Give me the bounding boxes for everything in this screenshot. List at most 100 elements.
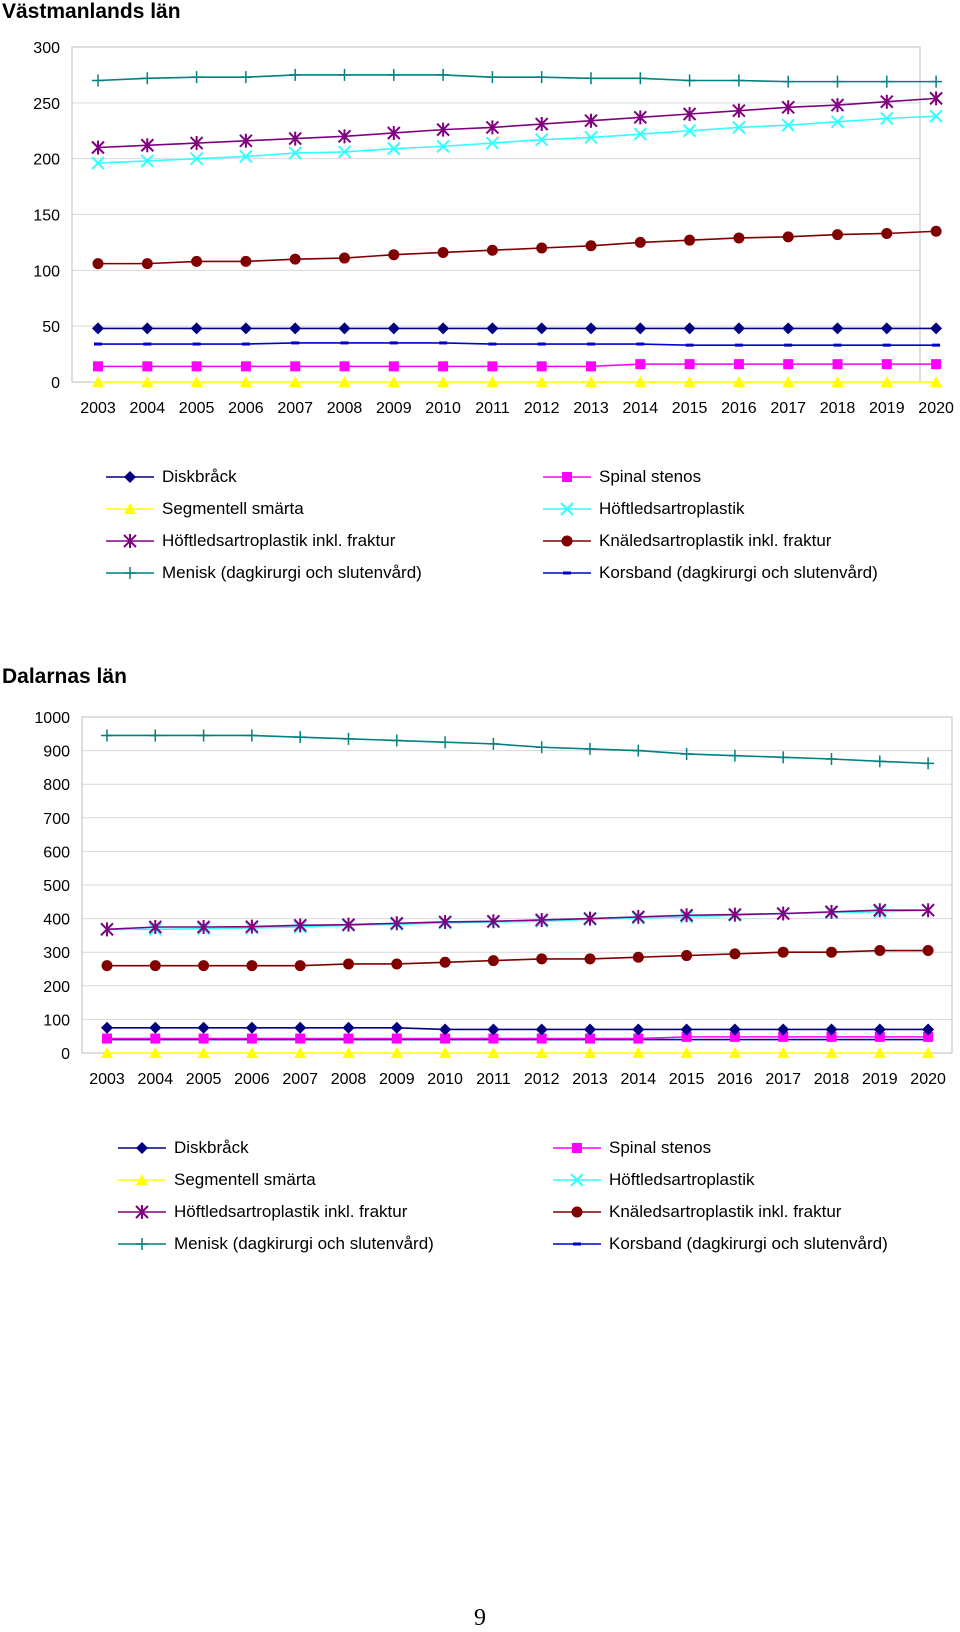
data-point-segmentell xyxy=(245,1047,258,1058)
data-point-menisk xyxy=(245,729,258,742)
data-point-kna_inkl xyxy=(874,945,886,957)
data-point-hoft xyxy=(830,115,845,129)
data-point-hoft_inkl xyxy=(245,919,259,934)
legend-item-korsband: Korsband (dagkirurgi och slutenvård) xyxy=(551,1232,888,1256)
legend-item-hoft_inkl: Höftledsartroplastik inkl. fraktur xyxy=(104,529,395,553)
x-tick-label: 2008 xyxy=(327,400,363,417)
data-point-hoft xyxy=(781,118,795,132)
data-point-kna_inkl xyxy=(832,229,843,241)
data-point-menisk xyxy=(873,755,886,768)
data-point-kna_inkl xyxy=(487,955,499,967)
data-point-diskbrack xyxy=(880,322,893,335)
x-tick-label: 2007 xyxy=(277,400,313,417)
data-point-kna_inkl xyxy=(198,960,210,972)
data-point-spinal xyxy=(487,361,498,372)
x-tick-label: 2016 xyxy=(721,400,757,417)
data-point-hoft_inkl xyxy=(728,907,742,922)
legend-label: Spinal stenos xyxy=(609,1138,712,1157)
data-point-kna_inkl xyxy=(922,945,934,957)
x-tick-label: 2013 xyxy=(572,1071,608,1088)
series-line-diskbrack xyxy=(107,1026,929,1031)
data-point-segmentell xyxy=(141,376,154,387)
legend-swatch-hoft xyxy=(543,502,591,516)
data-point-hoft_inkl xyxy=(91,140,105,155)
data-point-kna_inkl xyxy=(585,240,597,252)
legend-marker-kna_inkl xyxy=(561,535,573,547)
data-point-diskbrack xyxy=(777,1023,790,1036)
data-point-hoft_inkl xyxy=(921,903,935,918)
data-point-hoft_inkl xyxy=(732,103,746,118)
legend-item-korsband: Korsband (dagkirurgi och slutenvård) xyxy=(541,561,878,585)
data-point-segmentell xyxy=(535,376,548,387)
y-tick-label: 300 xyxy=(33,40,60,57)
data-point-segmentell xyxy=(294,1047,307,1058)
data-point-kna_inkl xyxy=(92,258,104,270)
data-point-kna_inkl xyxy=(729,948,741,960)
y-tick-label: 800 xyxy=(43,777,70,794)
data-point-spinal xyxy=(536,1033,547,1044)
data-point-spinal xyxy=(388,361,399,372)
data-point-hoft_inkl xyxy=(679,908,694,923)
data-point-spinal xyxy=(635,359,646,370)
data-point-segmentell xyxy=(880,376,893,387)
data-point-menisk xyxy=(486,71,499,84)
data-point-hoft_inkl xyxy=(631,909,646,924)
legend-swatch-diskbrack xyxy=(118,1142,166,1154)
data-point-segmentell xyxy=(632,1047,645,1058)
data-point-diskbrack xyxy=(728,1023,741,1036)
legend-swatch-menisk xyxy=(118,1238,166,1250)
legend-label: Menisk (dagkirurgi och slutenvård) xyxy=(162,563,422,582)
legend-item-hoft_inkl: Höftledsartroplastik inkl. fraktur xyxy=(116,1200,407,1224)
data-point-segmentell xyxy=(680,1047,693,1058)
data-point-hoft xyxy=(880,111,894,126)
x-tick-label: 2019 xyxy=(869,400,905,417)
data-point-hoft_inkl xyxy=(776,906,790,921)
data-point-spinal xyxy=(343,1033,354,1044)
legend-marker-hoft_inkl xyxy=(135,1205,149,1219)
series-hoft_inkl xyxy=(91,91,943,155)
data-point-segmentell xyxy=(782,376,795,387)
data-point-menisk xyxy=(585,72,597,85)
x-tick-label: 2009 xyxy=(379,1071,415,1088)
data-point-segmentell xyxy=(486,376,499,387)
x-tick-label: 2016 xyxy=(717,1071,753,1088)
data-point-spinal xyxy=(881,359,892,370)
data-point-menisk xyxy=(437,68,450,81)
data-point-kna_inkl xyxy=(634,236,646,248)
data-point-spinal xyxy=(783,359,794,370)
data-point-segmentell xyxy=(825,1047,838,1058)
legend-label: Knäledsartroplastik inkl. fraktur xyxy=(609,1202,842,1221)
data-point-kna_inkl xyxy=(294,960,306,972)
data-point-menisk xyxy=(634,72,647,85)
data-point-menisk xyxy=(92,74,104,87)
data-point-segmentell xyxy=(831,376,844,387)
data-point-spinal xyxy=(488,1033,499,1044)
series-line-hoft_inkl xyxy=(97,97,937,149)
data-point-spinal xyxy=(684,359,695,370)
data-point-kna_inkl xyxy=(881,227,893,239)
data-point-menisk xyxy=(831,75,844,88)
data-point-hoft_inkl xyxy=(100,922,114,937)
legend-label: Segmentell smärta xyxy=(174,1170,316,1189)
data-point-diskbrack xyxy=(825,1023,838,1036)
x-tick-label: 2014 xyxy=(623,400,659,417)
series-diskbrack xyxy=(101,1021,935,1036)
data-point-segmentell xyxy=(585,376,597,387)
legend-marker-diskbrack xyxy=(124,471,136,483)
legend-label: Knäledsartroplastik inkl. fraktur xyxy=(599,531,832,550)
x-tick-label: 2019 xyxy=(862,1071,898,1088)
legend-marker-segmentell xyxy=(136,1174,148,1185)
y-tick-label: 100 xyxy=(43,1012,70,1029)
data-point-hoft_inkl xyxy=(880,94,894,109)
legend-marker-segmentell xyxy=(124,503,136,514)
x-tick-label: 2015 xyxy=(669,1071,705,1088)
x-tick-label: 2017 xyxy=(770,400,806,417)
y-tick-label: 300 xyxy=(43,945,70,962)
data-point-hoft_inkl xyxy=(583,911,597,926)
data-point-diskbrack xyxy=(239,322,252,335)
data-point-segmentell xyxy=(101,1047,113,1058)
data-point-hoft xyxy=(732,120,746,135)
data-point-kna_inkl xyxy=(149,960,161,972)
legend-swatch-spinal xyxy=(543,472,591,482)
data-point-diskbrack xyxy=(92,322,104,335)
